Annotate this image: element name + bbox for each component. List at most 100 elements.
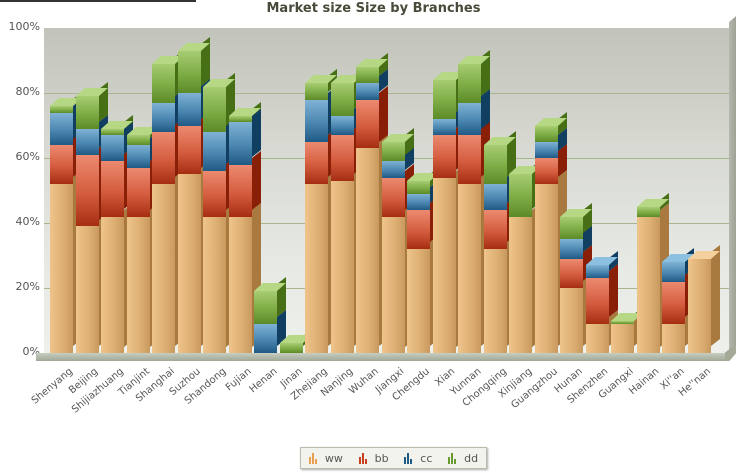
bar-henan[interactable] — [254, 0, 286, 473]
bar-segment-bb[interactable] — [534, 143, 567, 184]
bar-segment-ww[interactable] — [611, 309, 643, 353]
bar-segment-bb[interactable] — [50, 130, 82, 184]
bar-segment-cc[interactable] — [203, 117, 235, 171]
bar-xian[interactable] — [432, 0, 465, 473]
bar-segment-bb[interactable] — [356, 85, 388, 149]
bar-segment-ww[interactable] — [636, 202, 669, 353]
bar-segment-cc[interactable] — [381, 147, 414, 178]
bar-segment-cc[interactable] — [483, 169, 516, 210]
bar-hainan[interactable] — [636, 0, 669, 473]
bar-fujian[interactable] — [228, 0, 261, 473]
bar-segment-cc[interactable] — [407, 179, 439, 210]
bar-suzhou[interactable] — [177, 0, 210, 473]
bar-segment-dd[interactable] — [509, 160, 541, 217]
bar-segment-bb[interactable] — [585, 264, 618, 324]
bar-segment-ww[interactable] — [381, 202, 414, 353]
bar-yunnan[interactable] — [458, 0, 490, 473]
bar-segment-dd[interactable] — [152, 49, 184, 103]
bar-henan[interactable] — [687, 0, 720, 473]
bar-segment-cc[interactable] — [75, 114, 108, 155]
bar-segment-ww[interactable] — [203, 202, 235, 353]
bar-segment-ww[interactable] — [560, 273, 592, 353]
bar-segment-dd[interactable] — [534, 111, 567, 142]
bar-segment-ww[interactable] — [432, 163, 465, 353]
bar-segment-ww[interactable] — [662, 309, 694, 353]
bar-segment-bb[interactable] — [458, 121, 490, 184]
bar-shandong[interactable] — [203, 0, 235, 473]
bar-segment-cc[interactable] — [534, 127, 567, 158]
bar-segment-bb[interactable] — [101, 147, 133, 217]
bar-segment-bb[interactable] — [228, 150, 261, 217]
bar-segment-cc[interactable] — [585, 251, 618, 279]
bar-segment-cc[interactable] — [101, 121, 133, 162]
bar-shanghai[interactable] — [152, 0, 184, 473]
bar-segment-bb[interactable] — [75, 140, 108, 227]
bar-segment-ww[interactable] — [483, 234, 516, 353]
bar-guangzhou[interactable] — [534, 0, 567, 473]
bar-segment-cc[interactable] — [50, 98, 82, 145]
bar-segment-bb[interactable] — [407, 195, 439, 249]
bar-segment-ww[interactable] — [585, 309, 618, 353]
bar-segment-ww[interactable] — [75, 212, 108, 353]
bar-segment-dd[interactable] — [126, 121, 159, 145]
bar-segment-dd[interactable] — [560, 202, 592, 240]
bar-segment-bb[interactable] — [662, 267, 694, 324]
bar-segment-dd[interactable] — [407, 166, 439, 194]
legend-item-dd[interactable]: dd — [448, 452, 478, 465]
bar-tianjint[interactable] — [126, 0, 159, 473]
bar-segment-cc[interactable] — [152, 88, 184, 132]
bar-segment-dd[interactable] — [330, 69, 363, 116]
bar-segment-cc[interactable] — [177, 78, 210, 126]
legend-item-bb[interactable]: bb — [358, 452, 389, 465]
bar-segment-cc[interactable] — [305, 85, 337, 142]
bar-segment-dd[interactable] — [432, 65, 465, 119]
bar-segment-ww[interactable] — [458, 169, 490, 353]
bar-segment-bb[interactable] — [560, 244, 592, 288]
bar-segment-ww[interactable] — [305, 169, 337, 353]
bar-segment-ww[interactable] — [356, 134, 388, 353]
bar-segment-bb[interactable] — [305, 127, 337, 184]
bar-segment-bb[interactable] — [432, 121, 465, 178]
bar-nanjing[interactable] — [330, 0, 363, 473]
bar-segment-dd[interactable] — [483, 130, 516, 184]
legend-item-cc[interactable]: cc — [404, 452, 432, 465]
bar-segment-cc[interactable] — [330, 101, 363, 136]
bar-segment-bb[interactable] — [330, 121, 363, 181]
bar-segment-cc[interactable] — [126, 130, 159, 168]
bar-segment-ww[interactable] — [509, 202, 541, 353]
bar-segment-bb[interactable] — [203, 156, 235, 217]
bar-segment-ww[interactable] — [152, 169, 184, 353]
bar-shenzhen[interactable] — [585, 0, 618, 473]
bar-segment-ww[interactable] — [126, 202, 159, 353]
bar-segment-cc[interactable] — [356, 69, 388, 100]
bar-segment-dd[interactable] — [254, 277, 286, 324]
bar-segment-cc[interactable] — [458, 88, 490, 136]
bar-segment-ww[interactable] — [330, 166, 363, 353]
bar-jiangxi[interactable] — [381, 0, 414, 473]
bar-chengdu[interactable] — [407, 0, 439, 473]
bar-segment-bb[interactable] — [177, 111, 210, 175]
bar-segment-dd[interactable] — [50, 91, 82, 113]
bar-segment-ww[interactable] — [228, 202, 261, 353]
bar-segment-dd[interactable] — [75, 82, 108, 129]
bar-segment-dd[interactable] — [177, 36, 210, 93]
bar-guangxi[interactable] — [611, 0, 643, 473]
bar-hunan[interactable] — [560, 0, 592, 473]
bar-segment-ww[interactable] — [50, 169, 82, 353]
bar-segment-bb[interactable] — [483, 195, 516, 249]
bar-chongqing[interactable] — [483, 0, 516, 473]
bar-beijing[interactable] — [75, 0, 108, 473]
bar-zhejiang[interactable] — [305, 0, 337, 473]
bar-segment-dd[interactable] — [356, 52, 388, 84]
bar-segment-dd[interactable] — [203, 72, 235, 132]
bar-segment-dd[interactable] — [279, 329, 312, 353]
bar-segment-dd[interactable] — [611, 306, 643, 324]
bar-jinan[interactable] — [279, 0, 312, 473]
legend-item-ww[interactable]: ww — [308, 452, 343, 465]
bar-segment-cc[interactable] — [662, 247, 694, 282]
bar-xian[interactable] — [662, 0, 694, 473]
bar-shenyang[interactable] — [50, 0, 82, 473]
bar-segment-cc[interactable] — [560, 225, 592, 259]
bar-xinjiang[interactable] — [509, 0, 541, 473]
bar-segment-ww[interactable] — [101, 202, 133, 353]
